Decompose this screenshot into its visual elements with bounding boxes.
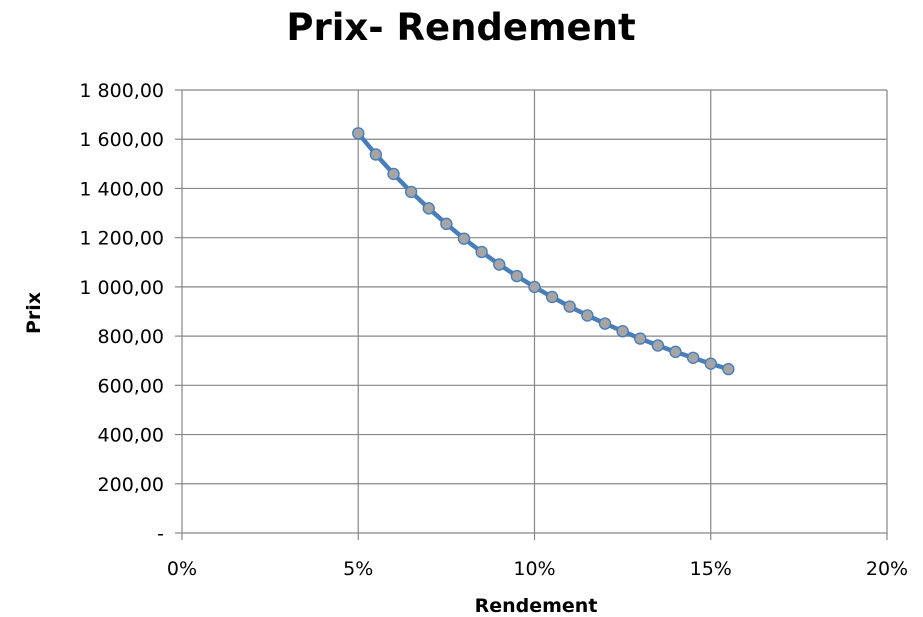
grid xyxy=(182,89,888,533)
data-point xyxy=(651,339,665,352)
series-line xyxy=(356,131,730,372)
x-tick-label: 5% xyxy=(343,558,373,580)
data-point xyxy=(686,351,700,364)
y-tick-label: 1 200,00 xyxy=(79,228,164,250)
data-point xyxy=(634,332,647,345)
data-point xyxy=(457,232,471,245)
x-tick-label: 20% xyxy=(866,558,908,580)
data-point xyxy=(404,185,418,199)
axes xyxy=(175,89,888,540)
y-tick-label: 1 000,00 xyxy=(79,277,164,299)
data-point xyxy=(493,258,506,271)
data-point xyxy=(387,167,400,181)
data-point xyxy=(598,317,612,330)
data-point xyxy=(510,269,524,283)
y-tick-label: 600,00 xyxy=(98,375,164,397)
y-axis-label: Prix xyxy=(23,292,45,334)
data-point xyxy=(722,362,735,376)
y-tick-label: 200,00 xyxy=(98,474,164,496)
x-tick-label: 0% xyxy=(167,558,197,580)
y-tick-label: 400,00 xyxy=(98,425,164,447)
data-point xyxy=(475,245,488,259)
data-point xyxy=(563,300,576,313)
x-tick-label: 10% xyxy=(513,558,555,580)
data-point xyxy=(352,127,365,140)
y-tick-label: - xyxy=(157,523,164,545)
data-point xyxy=(616,324,629,338)
series xyxy=(352,127,735,376)
data-point xyxy=(528,280,541,294)
data-point xyxy=(669,345,682,359)
chart-title: Prix- Rendement xyxy=(286,6,635,49)
y-tick-label: 1 400,00 xyxy=(79,178,164,200)
y-tick-label: 1 800,00 xyxy=(79,80,164,102)
data-point xyxy=(581,309,594,322)
data-point xyxy=(422,202,435,215)
data-point xyxy=(369,148,383,161)
data-point xyxy=(440,217,453,231)
y-tick-labels: - 200,00 400,00 600,00 800,00 1 000,00 1 200,0… xyxy=(79,80,164,545)
data-point xyxy=(704,357,717,370)
x-axis-label: Rendement xyxy=(475,595,598,617)
y-tick-label: 1 600,00 xyxy=(79,129,164,151)
x-tick-labels: 0% 5% 10% 15% 20% xyxy=(167,558,908,580)
data-point xyxy=(545,290,559,304)
y-tick-label: 800,00 xyxy=(98,326,164,348)
x-tick-label: 15% xyxy=(690,558,732,580)
